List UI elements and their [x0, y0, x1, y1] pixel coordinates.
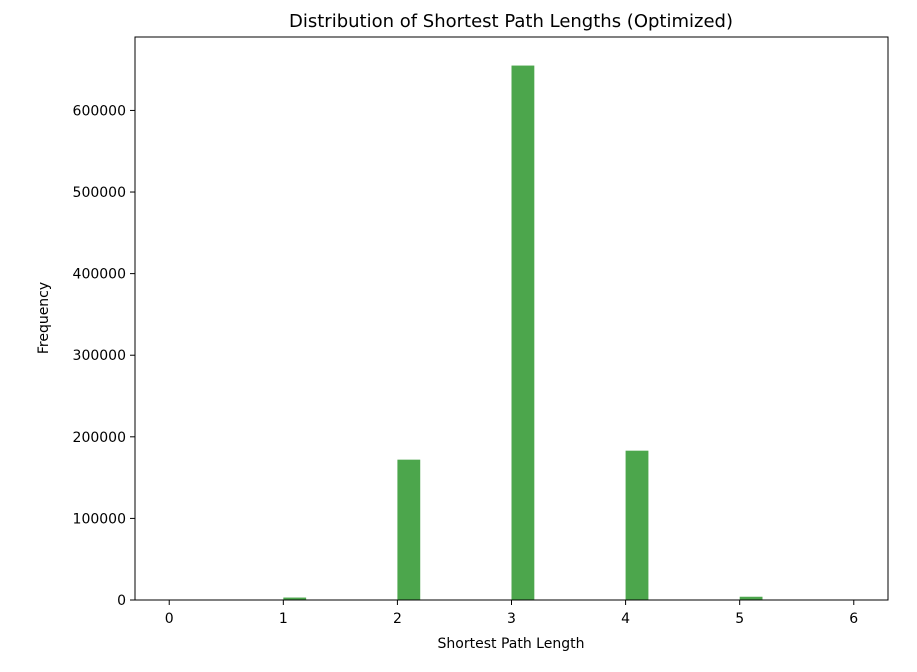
x-tick-label: 0: [165, 611, 174, 627]
x-tick-label: 4: [621, 611, 630, 627]
x-tick-label: 1: [279, 611, 288, 627]
chart-title: Distribution of Shortest Path Lengths (O…: [289, 11, 733, 32]
x-axis-title: Shortest Path Length: [438, 636, 585, 652]
y-tick-label: 400000: [73, 267, 126, 283]
x-tick-label: 5: [735, 611, 744, 627]
y-tick-label: 300000: [73, 348, 126, 364]
bar-length-1: [283, 597, 307, 600]
y-axis-title: Frequency: [36, 282, 52, 354]
bar-length-4: [625, 450, 649, 600]
y-tick-label: 100000: [73, 511, 126, 527]
y-tick-label: 600000: [73, 103, 126, 119]
x-axis: 0 1 2 3 4 5 6: [165, 600, 858, 627]
x-tick-label: 6: [849, 611, 858, 627]
x-tick-label: 2: [393, 611, 402, 627]
y-tick-label: 0: [117, 593, 126, 609]
bar-length-3: [511, 65, 535, 600]
y-tick-label: 500000: [73, 185, 126, 201]
x-tick-label: 3: [507, 611, 516, 627]
y-tick-label: 200000: [73, 430, 126, 446]
y-axis: 0 100000 200000 300000 400000 500000 600000: [73, 103, 135, 609]
bar-length-5: [739, 596, 763, 600]
bars-layer: [283, 65, 763, 600]
bar-length-2: [397, 459, 421, 600]
